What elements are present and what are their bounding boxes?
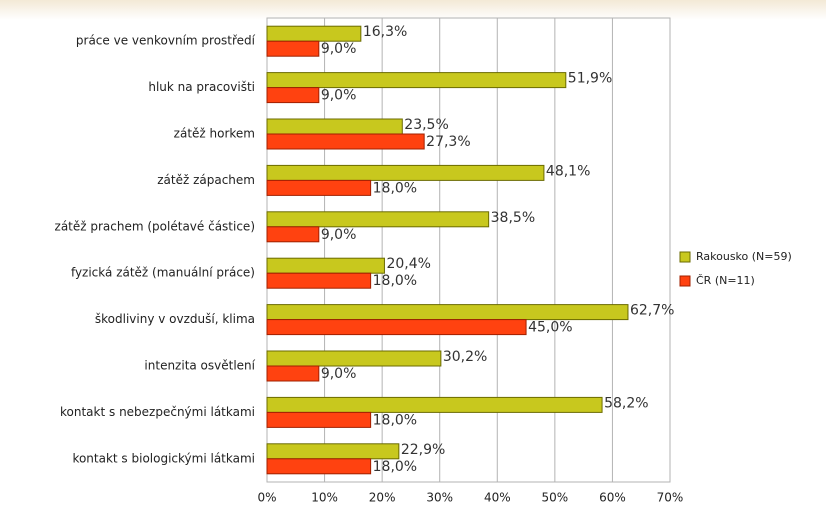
value-label: 20,4% (386, 256, 430, 272)
value-label: 18,0% (373, 412, 417, 428)
value-label: 23,5% (404, 117, 448, 133)
category-label: zátěž zápachem (157, 173, 255, 187)
value-label: 9,0% (321, 366, 357, 382)
legend-label: ČR (N=11) (696, 274, 755, 287)
bar (266, 350, 442, 367)
bar (266, 272, 372, 289)
value-label: 58,2% (604, 395, 648, 411)
value-label: 45,0% (528, 320, 572, 336)
x-tick-label: 10% (311, 491, 338, 505)
value-label: 16,3% (363, 24, 407, 40)
value-label: 9,0% (321, 41, 357, 57)
bar (266, 179, 372, 196)
category-label: kontakt s biologickými látkami (72, 451, 255, 465)
value-label: 62,7% (630, 303, 674, 319)
bar (266, 365, 320, 382)
bar (266, 164, 545, 181)
category-label: zátěž prachem (polétavé částice) (55, 219, 255, 233)
plot-frame (266, 17, 671, 483)
x-tick-label: 60% (599, 491, 626, 505)
x-tick-label: 30% (426, 491, 453, 505)
category-label: kontakt s nebezpečnými látkami (60, 405, 255, 419)
legend-label: Rakousko (N=59) (696, 250, 792, 263)
value-label: 27,3% (426, 134, 470, 150)
value-label: 22,9% (401, 442, 445, 458)
legend-swatch (679, 275, 691, 287)
category-label: zátěž horkem (174, 127, 255, 141)
x-tick-label: 0% (257, 491, 276, 505)
value-label: 18,0% (373, 273, 417, 289)
category-label: intenzita osvětlení (144, 359, 255, 373)
value-label: 30,2% (443, 349, 487, 365)
value-label: 51,9% (568, 71, 612, 87)
value-label: 48,1% (546, 163, 590, 179)
legend-swatch (679, 251, 691, 263)
category-label: škodliviny v ovzduší, klima (95, 312, 255, 326)
bar (266, 211, 490, 228)
category-label: hluk na pracovišti (148, 80, 255, 94)
bar (266, 118, 403, 135)
value-label: 9,0% (321, 227, 357, 243)
bar (266, 458, 372, 475)
x-tick-label: 40% (484, 491, 511, 505)
value-label: 9,0% (321, 88, 357, 104)
x-tick-label: 70% (657, 491, 684, 505)
value-label: 18,0% (373, 180, 417, 196)
bar (266, 25, 362, 42)
value-label: 18,0% (373, 459, 417, 475)
bar (266, 72, 567, 89)
category-label: fyzická zátěž (manuální práce) (71, 266, 255, 280)
bar (266, 304, 629, 321)
category-label: práce ve venkovním prostředí (76, 34, 256, 48)
bar (266, 40, 320, 57)
bar (266, 396, 603, 413)
x-tick-label: 50% (542, 491, 569, 505)
bar (266, 226, 320, 243)
value-label: 38,5% (491, 210, 535, 226)
bar (266, 319, 527, 336)
bar (266, 257, 385, 274)
x-tick-label: 20% (369, 491, 396, 505)
bar (266, 443, 400, 460)
bar (266, 87, 320, 104)
background-strip (0, 0, 826, 20)
bar (266, 133, 425, 150)
bar (266, 411, 372, 428)
